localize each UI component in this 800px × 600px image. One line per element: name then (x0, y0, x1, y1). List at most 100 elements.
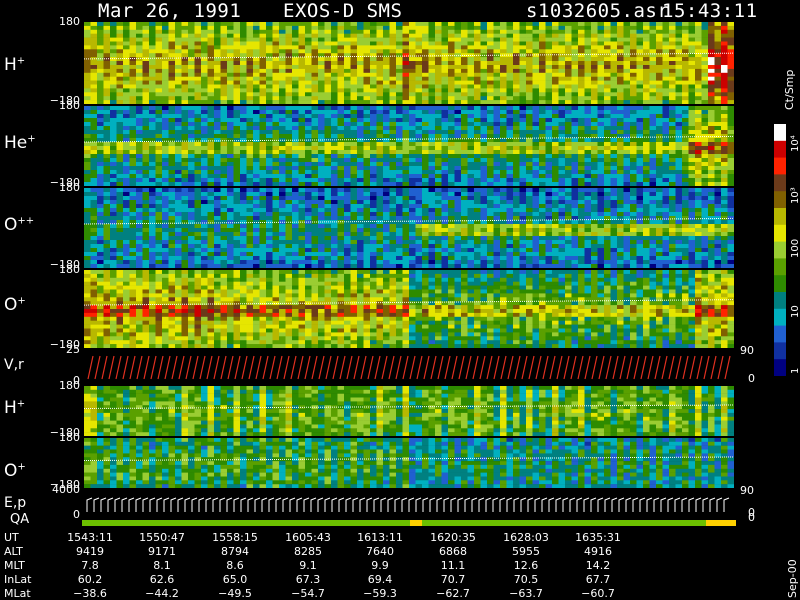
panel-label-hp: H+ (4, 55, 26, 75)
energy-trace (499, 497, 506, 512)
energy-trace (387, 497, 394, 512)
orbit-cell: 9.1 (299, 559, 317, 572)
velocity-trace (479, 355, 486, 380)
energy-trace (632, 497, 639, 512)
panel-bottom-tick: −180 (49, 338, 80, 351)
energy-trace (513, 497, 520, 512)
energy-trace (261, 497, 268, 512)
orbit-cell: 70.7 (440, 573, 466, 586)
energy-trace (492, 497, 499, 512)
colorbar-swatch (774, 308, 786, 327)
energy-trace (156, 497, 163, 512)
panel-o2 (84, 438, 734, 488)
velocity-trace (514, 355, 521, 380)
velocity-trace (178, 355, 185, 380)
energy-trace (653, 497, 660, 512)
velocity-trace (206, 355, 213, 380)
colorbar-label-1e4: 10⁴ (790, 135, 800, 152)
header-time: 15:43:11 (662, 0, 758, 22)
panel-opp-plot (84, 188, 734, 268)
energy-trace (247, 497, 254, 512)
energy-trace (457, 497, 464, 512)
velocity-trace (493, 355, 500, 380)
velocity-trace (605, 355, 612, 380)
panel-label-h2: H+ (4, 398, 26, 418)
panel-bottom-tick: 0 (73, 508, 80, 521)
velocity-trace (409, 355, 416, 380)
orbit-cell: −60.7 (581, 587, 615, 600)
orbit-cell: 67.7 (585, 573, 611, 586)
velocity-trace (227, 355, 234, 380)
panel-top-tick: 180 (59, 379, 80, 392)
panel-label-he: He+ (4, 133, 36, 153)
velocity-trace (710, 355, 717, 380)
panel-top-tick: 4000 (52, 483, 80, 496)
velocity-trace (633, 355, 640, 380)
velocity-trace (542, 355, 549, 380)
velocity-trace (570, 355, 577, 380)
velocity-trace (213, 355, 220, 380)
velocity-trace (640, 355, 647, 380)
panel-opp (84, 188, 734, 268)
velocity-trace (528, 355, 535, 380)
header-date: Mar 26, 1991 (98, 0, 242, 22)
velocity-trace (661, 355, 668, 380)
velocity-trace (129, 355, 136, 380)
velocity-trace (374, 355, 381, 380)
orbit-cell: 8.6 (226, 559, 244, 572)
energy-trace (660, 497, 667, 512)
energy-trace (695, 497, 702, 512)
velocity-trace (199, 355, 206, 380)
pitch-reference-line (84, 52, 734, 60)
velocity-trace (171, 355, 178, 380)
energy-trace (107, 497, 114, 512)
energy-trace (702, 497, 709, 512)
energy-trace (604, 497, 611, 512)
colorbar-swatch (774, 275, 786, 293)
velocity-trace (234, 355, 241, 380)
colorbar-swatch (774, 124, 786, 142)
energy-trace (555, 497, 562, 512)
colorbar (774, 124, 786, 376)
panel-hp-plot (84, 22, 734, 104)
colorbar-swatch (774, 224, 786, 243)
energy-trace (625, 497, 632, 512)
velocity-trace (339, 355, 346, 380)
orbit-cell: 70.5 (513, 573, 539, 586)
velocity-trace (276, 355, 283, 380)
orbit-cell: 5955 (512, 545, 540, 558)
orbit-row-label: InLat (4, 573, 32, 586)
velocity-trace (654, 355, 661, 380)
velocity-trace (304, 355, 311, 380)
velocity-trace (192, 355, 199, 380)
velocity-trace (381, 355, 388, 380)
panel-o2-plot (84, 438, 734, 488)
orbit-cell: 14.2 (585, 559, 611, 572)
energy-trace (191, 497, 198, 512)
energy-trace (429, 497, 436, 512)
velocity-trace (521, 355, 528, 380)
pitch-reference-line (84, 299, 734, 306)
panel-label-op: O+ (4, 295, 26, 315)
energy-trace (667, 497, 674, 512)
orbit-cell: 1620:35 (430, 531, 476, 544)
energy-trace (576, 497, 583, 512)
energy-trace (275, 497, 282, 512)
energy-trace (723, 497, 730, 512)
energy-trace (569, 497, 576, 512)
velocity-trace (626, 355, 633, 380)
energy-trace (142, 497, 149, 512)
panel-h2 (84, 386, 734, 436)
energy-trace (338, 497, 345, 512)
energy-trace (233, 497, 240, 512)
panel-h2-plot (84, 386, 734, 436)
energy-trace (450, 497, 457, 512)
energy-trace (310, 497, 317, 512)
velocity-trace (451, 355, 458, 380)
colorbar-label-10: 10 (790, 305, 800, 318)
panel-vr-plot (84, 350, 734, 384)
velocity-trace (724, 355, 731, 380)
energy-trace (590, 497, 597, 512)
energy-trace (289, 497, 296, 512)
orbit-cell: −62.7 (436, 587, 470, 600)
